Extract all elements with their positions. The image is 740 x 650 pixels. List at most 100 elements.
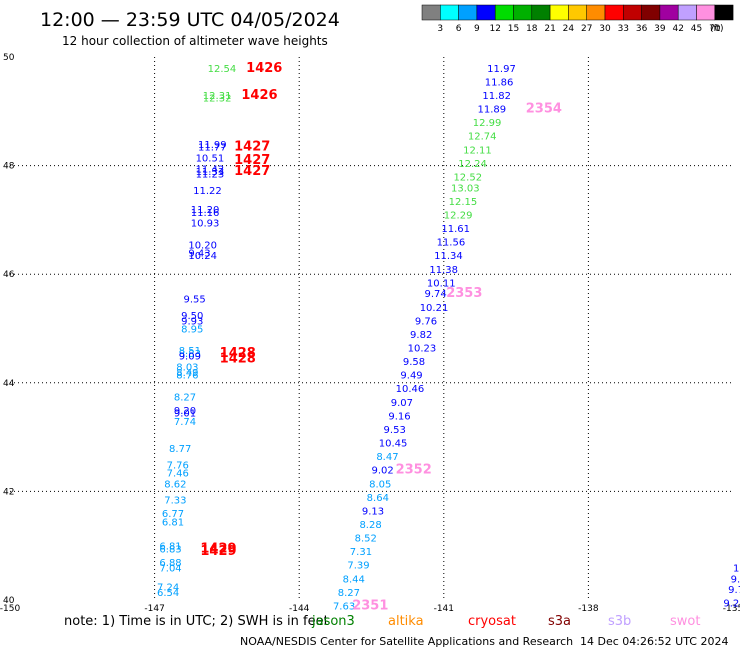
satellite-altika: altika [388,614,424,629]
wave-height-value: 11.33 [196,167,225,178]
wave-height-value: 10.20 [188,240,217,251]
x-tick-label: -144 [289,604,310,614]
track-number-label: 1429 [200,541,236,556]
wave-height-value: 8.05 [369,479,391,490]
wave-height-value: 6.81 [162,517,184,528]
wave-height-value: 11.20 [191,205,220,216]
wave-height-value: 9.55 [184,295,206,306]
wave-height-value: 11.77 [198,143,227,154]
wave-height-value: 10.11 [427,278,456,289]
x-tick-label: -150 [0,604,20,614]
track-number-label: 2351 [352,598,388,613]
track-number-label: 1427 [234,153,270,168]
y-tick-label: 40 [3,596,15,606]
axis-ticks: -150 -147 -144 -141 -138 -135 40 42 44 46 48 50 [0,53,740,614]
legend-label-13: 42 [672,24,683,34]
legend-label-6: 21 [544,24,555,34]
legend-swatch-10 [604,4,624,21]
wave-height-value: 11.61 [441,224,470,235]
track-labels: 1426142614271427142714281428142914292354… [200,61,562,614]
wave-height-value: 12.54 [208,64,237,75]
legend-label-1: 6 [456,24,462,34]
wave-height-value: 11.34 [434,251,463,262]
legend-label-2: 9 [474,24,480,34]
x-tick-label: -147 [144,604,164,614]
legend-swatch-5 [513,4,533,21]
track-number-label: 1429 [200,544,236,559]
x-tick-label: -138 [578,604,599,614]
note-text: note: 1) Time is in UTC; 2) SWH is in fe… [64,614,329,629]
legend-label-12: 39 [654,24,666,34]
legend-label-3: 12 [489,24,500,34]
wave-height-value: 10.21 [420,303,449,314]
track-number-label: 1428 [220,346,256,361]
legend-label-10: 33 [618,24,629,34]
wave-height-value: 9.53 [384,425,406,436]
track-number-label: 2352 [396,463,432,478]
wave-height-value: 8.95 [181,325,203,336]
wave-height-value: 10.45 [379,439,408,450]
wave-height-value: 11.82 [482,91,511,102]
legend-label-5: 18 [526,24,538,34]
chart-title: 12:00 — 23:59 UTC 04/05/2024 [40,9,340,31]
legend-label-0: 3 [437,24,443,34]
legend-label-11: 36 [636,24,648,34]
legend-label-14: 45 [691,24,702,34]
y-tick-label: 42 [3,487,14,497]
legend-label-9: 30 [599,24,611,34]
legend-swatch-13 [659,4,679,21]
wave-height-value: 12.31 [203,91,232,102]
wave-height-value: 9.74 [425,289,447,300]
wave-height-value: 8.47 [376,452,398,463]
wave-height-value: 9.43 [188,248,210,259]
wave-height-value: 11.42 [196,164,225,175]
legend-label-8: 27 [581,24,592,34]
wave-height-value: 9.76 [415,316,437,327]
wave-height-value: 8.83 [179,349,201,360]
legend-swatch-4 [494,4,514,21]
wave-height-value: 6.83 [159,544,181,555]
wave-height-value: 11.97 [487,64,516,75]
wave-height-value: 11.56 [437,238,466,249]
wave-height-value: 10.51 [196,153,225,164]
wave-height-value: 11.86 [485,77,514,88]
track-number-label: 1428 [220,351,256,366]
wave-height-value: 12.11 [463,145,492,156]
track-number-label: 1426 [246,61,282,76]
chart-subtitle: 12 hour collection of altimeter wave hei… [62,34,328,48]
wave-height-value: 9.7 [731,574,740,585]
wave-height-value: 12.52 [453,172,482,183]
wave-height-value: 9.09 [179,352,201,363]
legend-swatch-14 [677,4,697,21]
legend-swatch-3 [476,4,496,21]
satellite-jason3: jason3 [311,614,355,629]
wave-height-value: 9.07 [391,398,413,409]
wave-height-value: 8.28 [359,520,381,531]
satellite-swot: swot [670,614,700,629]
legend-label-4: 15 [508,24,519,34]
wave-height-value: 8.27 [174,392,196,403]
satellite-s3b: s3b [608,614,631,629]
legend-swatch-0 [421,4,441,21]
legend-swatch-16 [714,4,734,21]
wave-height-value: 8.77 [169,444,191,455]
wave-height-value: 9.16 [388,411,410,422]
legend-label-7: 24 [563,24,575,34]
footer-timestamp: 14 Dec 04:26:52 UTC 2024 [580,635,728,648]
y-tick-label: 44 [3,379,15,389]
color-legend: 3 6 9 12 15 18 21 24 27 30 33 36 39 42 45 70 [421,4,734,34]
wave-height-value: 8.52 [355,534,377,545]
wave-height-value: 7.33 [164,496,186,507]
wave-height-value: 9.50 [181,311,203,322]
wave-height-value: 10.46 [396,384,425,395]
wave-height-value: 9.7 [728,585,740,596]
track-number-label: 1427 [234,140,270,155]
wave-height-value: 12.99 [473,118,502,129]
track-number-label: 1427 [234,164,270,179]
satellite-s3a: s3a [548,614,571,629]
wave-height-value: 10.93 [191,219,220,230]
wave-height-value: 11.23 [196,170,225,181]
wave-height-value: 11.16 [191,208,220,219]
legend-swatch-2 [458,4,478,21]
track-number-label: 2354 [526,102,562,117]
